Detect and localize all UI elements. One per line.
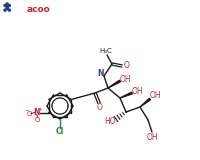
Circle shape [6, 8, 8, 10]
Text: O: O [97, 104, 103, 112]
Text: acoo: acoo [27, 4, 51, 13]
Polygon shape [108, 80, 120, 88]
Text: N: N [33, 108, 40, 117]
Polygon shape [140, 98, 151, 107]
Text: HO: HO [104, 117, 116, 127]
Text: OH: OH [119, 75, 131, 84]
Text: Cl: Cl [56, 128, 64, 136]
Text: OH: OH [146, 132, 158, 141]
Polygon shape [120, 92, 132, 98]
Text: OH: OH [131, 88, 143, 96]
Text: O: O [124, 61, 130, 71]
Text: +: + [37, 107, 42, 112]
Text: N: N [98, 68, 104, 77]
Circle shape [6, 6, 8, 8]
Circle shape [4, 9, 6, 11]
Text: OH: OH [149, 92, 161, 100]
Text: H₃C: H₃C [100, 48, 112, 54]
Circle shape [4, 4, 6, 7]
Circle shape [8, 4, 10, 7]
Text: -: - [25, 106, 28, 115]
Circle shape [8, 9, 10, 11]
Text: O: O [35, 116, 40, 123]
Circle shape [6, 3, 8, 5]
Text: O: O [27, 111, 32, 116]
